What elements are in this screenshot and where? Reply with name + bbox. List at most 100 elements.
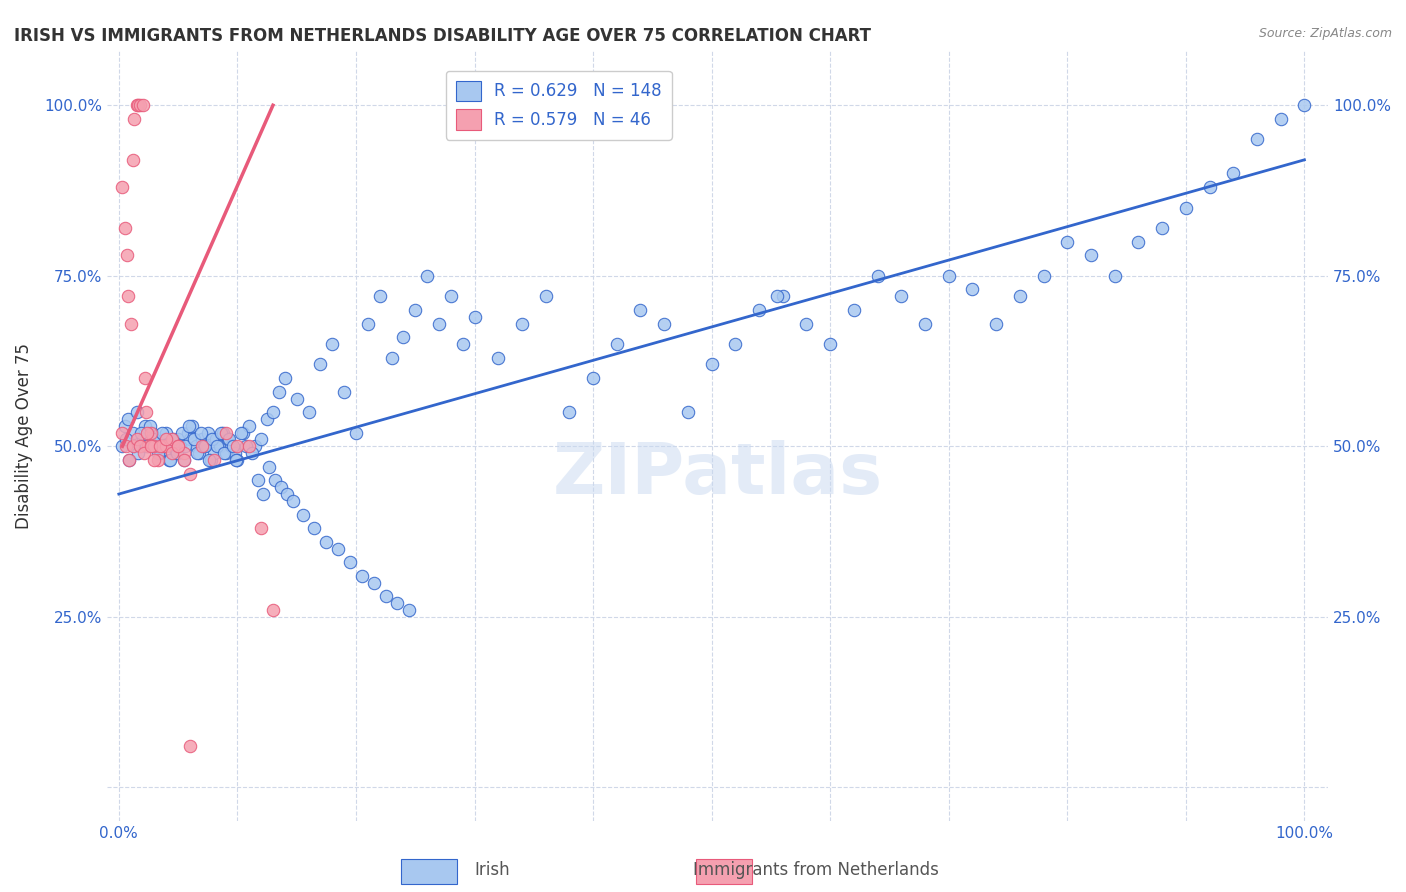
Point	[166, 446, 188, 460]
Point	[214, 446, 236, 460]
Point	[274, 371, 297, 385]
Point	[221, 439, 243, 453]
Point	[243, 439, 266, 453]
Point	[139, 425, 162, 440]
Point	[315, 534, 337, 549]
Point	[184, 439, 207, 453]
Legend: R = 0.629   N = 148, R = 0.579   N = 46: R = 0.629 N = 148, R = 0.579 N = 46	[446, 70, 672, 139]
Point	[149, 446, 172, 460]
Point	[1174, 201, 1197, 215]
Point	[201, 433, 224, 447]
Point	[129, 439, 152, 453]
Point	[111, 180, 134, 194]
Point	[217, 433, 239, 447]
Point	[208, 439, 231, 453]
Point	[138, 439, 160, 453]
Point	[114, 221, 136, 235]
Y-axis label: Disability Age Over 75: Disability Age Over 75	[15, 343, 32, 529]
Point	[451, 337, 474, 351]
Point	[167, 439, 190, 453]
Point	[202, 446, 225, 460]
Point	[259, 459, 281, 474]
Point	[194, 439, 217, 453]
Point	[205, 433, 228, 447]
Point	[1294, 98, 1316, 112]
Point	[328, 541, 350, 556]
Point	[534, 289, 557, 303]
Point	[262, 405, 284, 419]
Point	[1128, 235, 1150, 249]
Point	[198, 453, 221, 467]
Point	[304, 521, 326, 535]
Point	[1246, 132, 1268, 146]
Point	[866, 268, 889, 283]
Point	[127, 98, 149, 112]
Point	[1008, 289, 1031, 303]
Text: Immigrants from Netherlands: Immigrants from Netherlands	[693, 861, 938, 879]
Point	[118, 453, 141, 467]
Point	[267, 384, 290, 399]
Point	[252, 487, 274, 501]
Point	[463, 310, 485, 324]
Point	[131, 98, 153, 112]
Point	[281, 494, 304, 508]
Point	[486, 351, 509, 365]
Point	[1198, 180, 1220, 194]
Point	[246, 474, 269, 488]
Point	[1104, 268, 1126, 283]
Point	[818, 337, 841, 351]
Point	[145, 439, 167, 453]
Point	[167, 433, 190, 447]
Point	[197, 425, 219, 440]
Point	[127, 446, 149, 460]
Point	[129, 439, 152, 453]
Point	[321, 337, 343, 351]
Point	[122, 153, 145, 167]
Point	[153, 433, 176, 447]
Point	[724, 337, 747, 351]
Point	[297, 405, 319, 419]
Point	[309, 358, 332, 372]
Point	[380, 351, 402, 365]
Point	[238, 439, 260, 453]
Point	[165, 446, 187, 460]
Point	[177, 418, 200, 433]
Point	[173, 446, 195, 460]
Point	[344, 425, 367, 440]
Point	[162, 433, 184, 447]
Point	[510, 317, 533, 331]
Point	[111, 439, 134, 453]
Point	[772, 289, 794, 303]
Point	[143, 453, 166, 467]
Point	[139, 439, 162, 453]
Point	[291, 508, 314, 522]
Point	[188, 446, 211, 460]
Point	[1080, 248, 1102, 262]
Point	[1056, 235, 1078, 249]
Point	[226, 439, 249, 453]
Point	[190, 425, 212, 440]
Point	[115, 439, 138, 453]
Point	[250, 521, 273, 535]
Point	[398, 603, 420, 617]
FancyBboxPatch shape	[696, 860, 752, 885]
Point	[630, 302, 652, 317]
Point	[416, 268, 439, 283]
Point	[160, 439, 183, 453]
Point	[368, 289, 391, 303]
Point	[146, 453, 169, 467]
Point	[357, 317, 380, 331]
Point	[224, 446, 246, 460]
Point	[159, 453, 181, 467]
Point	[122, 439, 145, 453]
Point	[179, 739, 201, 754]
Point	[209, 425, 232, 440]
Point	[129, 98, 152, 112]
Point	[117, 412, 139, 426]
Point	[138, 439, 160, 453]
Point	[350, 569, 373, 583]
Point	[256, 412, 278, 426]
Point	[1222, 166, 1244, 180]
Point	[191, 439, 214, 453]
Point	[150, 439, 173, 453]
